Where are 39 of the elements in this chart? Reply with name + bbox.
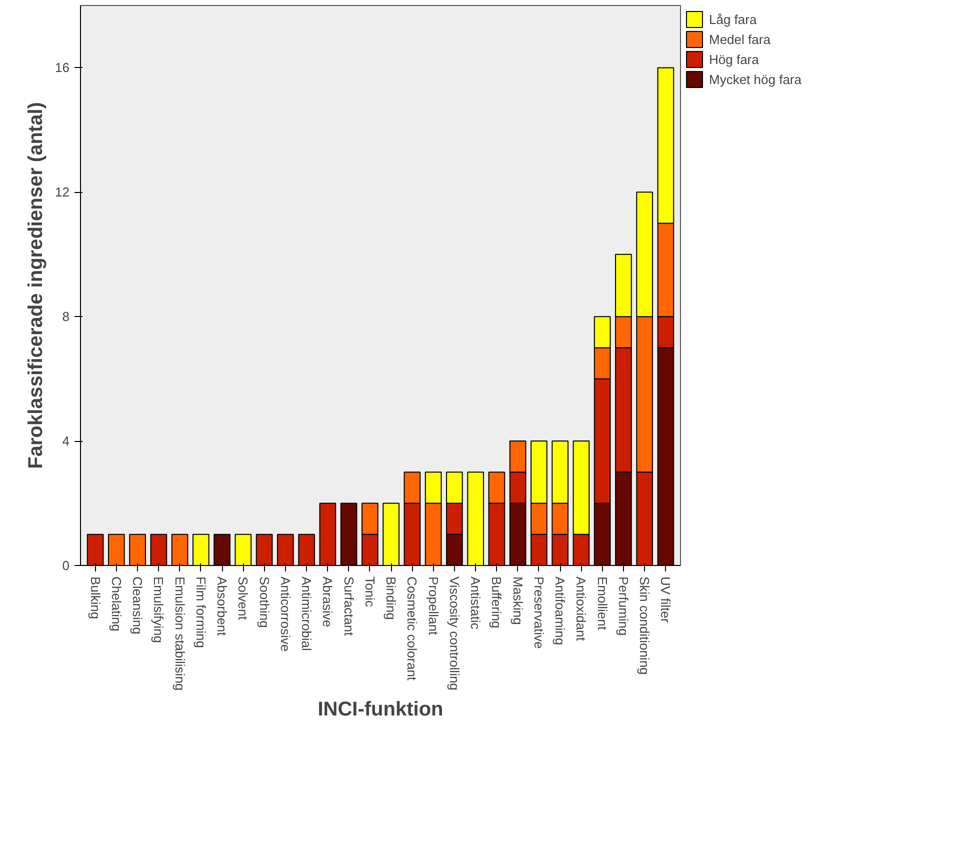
legend-label: Låg fara (709, 12, 757, 26)
x-tick-label: Antifoaming (552, 576, 568, 646)
x-tick-label: Cleansing (130, 576, 146, 634)
x-tick-label: Emulsifying (151, 576, 166, 643)
x-tick-label: Absorbent (214, 576, 230, 636)
x-tick-label: UV filter (658, 576, 674, 624)
x-tick-label: Solvent (236, 576, 251, 620)
x-tick-label: Perfuming (616, 576, 631, 636)
x-tick-label: Antioxidant (574, 576, 589, 642)
y-tick-label: 16 (55, 60, 70, 76)
legend-label: Medel fara (709, 32, 770, 46)
y-axis-title: Faroklassificerade ingredienser (antal) (25, 102, 48, 469)
legend-label: Hög fara (709, 52, 759, 66)
y-tick-label: 12 (55, 184, 70, 200)
x-tick-label: Tonic (362, 576, 378, 608)
x-tick-label: Antimicrobial (299, 576, 314, 652)
x-tick-label: Buffering (489, 576, 504, 628)
x-tick-label: Surfactant (341, 576, 356, 636)
x-tick-label: Soothing (256, 576, 272, 628)
x-axis-title: INCI-funktion (318, 698, 444, 721)
x-tick-label: Viscosity controlling (446, 576, 462, 690)
x-tick-label: Emulsion stabilising (172, 576, 188, 691)
x-tick-label: Masking (510, 576, 526, 625)
x-tick-label: Antistatic (468, 576, 484, 630)
x-tick-label: Skin conditioning (637, 576, 652, 675)
x-tick-label: Emollient (594, 576, 610, 630)
x-tick-label: Anticorrosive (278, 576, 293, 652)
x-tick-label: Film forming (193, 576, 208, 648)
x-tick-label: Propellant (426, 576, 441, 636)
y-tick-label: 4 (62, 434, 70, 449)
y-tick-label: 0 (62, 558, 70, 573)
x-tick-label: Binding (384, 576, 399, 620)
legend-label: Mycket hög fara (709, 72, 802, 86)
y-tick-label: 8 (62, 309, 70, 324)
x-tick-label: Abrasive (320, 576, 336, 628)
x-tick-label: Cosmetic colorant (404, 576, 420, 681)
x-tick-label: Bulking (88, 576, 103, 620)
x-tick-label: Chelating (108, 576, 124, 632)
x-tick-label: Preservative (531, 576, 546, 649)
